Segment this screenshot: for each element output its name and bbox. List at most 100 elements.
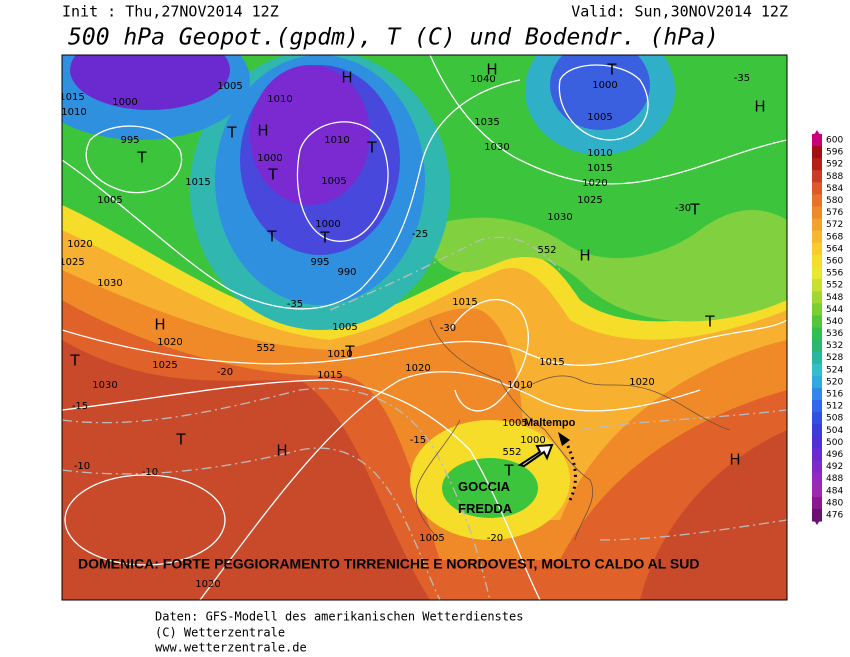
- map-value-label: 1015: [317, 370, 342, 381]
- pressure-center-mark: T: [606, 61, 617, 79]
- pressure-center-mark: H: [154, 316, 165, 334]
- field-region: [420, 210, 787, 322]
- pressure-center-mark: H: [276, 442, 287, 460]
- isotherm: [599, 519, 787, 541]
- pressure-center-mark: T: [175, 431, 186, 449]
- map-value-label: -20: [487, 533, 503, 544]
- annotation-line: FREDDA: [458, 501, 513, 516]
- annotation-banner: DOMENICA: FORTE PEGGIORAMENTO TIRRENICHE…: [78, 556, 699, 572]
- map-value-label: 1040: [470, 74, 495, 85]
- colorbar-label: 600: [826, 136, 843, 146]
- pressure-center-mark: T: [344, 343, 355, 361]
- map-value-label: 552: [256, 343, 275, 354]
- map-value-label: 1030: [92, 380, 117, 391]
- map-value-label: 1005: [419, 533, 444, 544]
- annotation-line: GOCCIA: [458, 479, 511, 494]
- map-value-label: 552: [537, 245, 556, 256]
- colorbar-swatch: [812, 424, 822, 437]
- colorbar-swatch: [812, 206, 822, 220]
- map-value-label: 1015: [59, 92, 84, 103]
- colorbar-swatch: [812, 436, 822, 449]
- colorbar-label: 488: [826, 474, 843, 484]
- isobar: [85, 125, 183, 194]
- map-value-label: 1005: [321, 176, 346, 187]
- isotherm: [62, 387, 491, 600]
- colorbar-swatch: [812, 267, 822, 280]
- map-title: 500 hPa Geopot.(gpdm), T (C) und Bodendr…: [68, 25, 719, 51]
- colorbar-label: 532: [826, 341, 843, 351]
- colorbar-label: 596: [826, 148, 843, 158]
- pressure-center-mark: T: [266, 228, 277, 246]
- colorbar-label: 520: [826, 377, 843, 387]
- colorbar-swatch: [812, 508, 822, 522]
- map-value-label: 1020: [195, 579, 220, 590]
- colorbar-swatch: [812, 484, 822, 498]
- colorbar-label: 504: [826, 426, 843, 436]
- colorbar-label: 576: [826, 208, 843, 218]
- colorbar-swatch: [812, 387, 822, 401]
- isobar: [296, 121, 389, 242]
- map-value-label: -15: [410, 435, 426, 446]
- colorbar-label: 560: [826, 256, 843, 266]
- annotation-goccia-fredda: GOCCIA FREDDA: [458, 479, 513, 516]
- colorbar-label: 584: [826, 184, 843, 194]
- colorbar-swatch: [812, 315, 822, 328]
- colorbar-swatch: [812, 412, 822, 425]
- colorbar-label: 476: [826, 511, 843, 521]
- isobar: [64, 474, 226, 566]
- colorbar-label: 572: [826, 220, 843, 230]
- map-value-label: 1010: [507, 380, 532, 391]
- colorbar-label: 544: [826, 305, 843, 315]
- map-value-label: 1030: [547, 212, 572, 223]
- colorbar-label: 568: [826, 232, 843, 242]
- map-value-label: 1000: [315, 219, 340, 230]
- colorbar-swatch: [812, 279, 822, 292]
- isobar: [62, 319, 787, 366]
- pressure-center-mark: H: [486, 61, 497, 79]
- colorbar: 600 596 592 588 584 580 576 572 568 564 560 556 552 5…: [812, 130, 843, 525]
- map-value-label: -35: [734, 73, 750, 84]
- map-value-label: 995: [120, 135, 139, 146]
- isotherm: [62, 447, 441, 600]
- map-value-label: 1000: [257, 153, 282, 164]
- map-value-label: 1010: [267, 94, 292, 105]
- map-value-label: 1030: [97, 278, 122, 289]
- footer-copyright: (C) Wetterzentrale: [155, 626, 285, 640]
- annotation-maltempo: Maltempo: [524, 417, 576, 429]
- map-value-label: 1005: [587, 112, 612, 123]
- colorbar-label: 496: [826, 450, 843, 460]
- colorbar-label: 508: [826, 414, 843, 424]
- isobar: [199, 371, 701, 600]
- field-region: [70, 55, 230, 110]
- colorbar-label: 492: [826, 462, 843, 472]
- colorbar-label: 480: [826, 498, 843, 508]
- pressure-center-mark: H: [729, 451, 740, 469]
- map-area: 1015 1010 1000 995 1005 1010 1015 1005 1000 1010 1…: [59, 55, 787, 600]
- colorbar-swatch: [812, 351, 822, 365]
- map-value-label: 1025: [152, 360, 177, 371]
- map-value-label: 1015: [587, 163, 612, 174]
- map-value-label: 1010: [324, 135, 349, 146]
- init-time: Init : Thu,27NOV2014 12Z: [62, 3, 279, 21]
- map-value-label: 1025: [59, 257, 84, 268]
- map-value-label: 1000: [112, 97, 137, 108]
- map-value-label: 1030: [484, 142, 509, 153]
- colorbar-label: 528: [826, 353, 843, 363]
- isobar: [62, 79, 521, 310]
- colorbar-label: 592: [826, 160, 843, 170]
- map-value-label: 1015: [539, 357, 564, 368]
- colorbar-swatch: [812, 339, 822, 353]
- map-value-label: 990: [337, 267, 356, 278]
- map-value-label: 1025: [577, 195, 602, 206]
- colorbar-label: 500: [826, 438, 843, 448]
- map-value-label: 1020: [67, 239, 92, 250]
- map-value-label: 995: [310, 257, 329, 268]
- map-value-label: 1000: [520, 435, 545, 446]
- colorbar-label: 516: [826, 390, 843, 400]
- map-value-label: 1020: [629, 377, 654, 388]
- map-value-label: 1020: [582, 178, 607, 189]
- coastline: [415, 319, 731, 541]
- colorbar-swatch: [812, 327, 822, 341]
